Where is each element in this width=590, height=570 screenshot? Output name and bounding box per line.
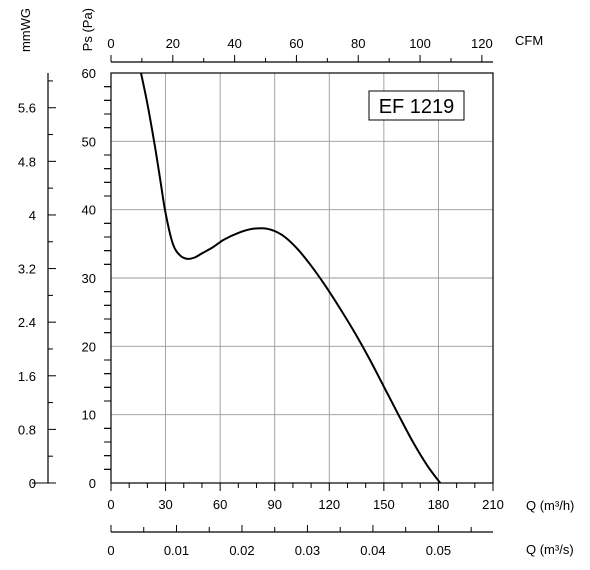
grid (111, 73, 493, 483)
model-label: EF 1219 (379, 96, 455, 118)
cfm-axis-title: CFM (515, 33, 543, 48)
q-m3h-tick-label: 90 (267, 497, 281, 512)
ps-tick-label: 40 (82, 203, 96, 218)
q-m3h-tick-label: 180 (428, 497, 450, 512)
mmwg-tick-label: 5.6 (18, 101, 36, 116)
q-m3h-tick-label: 30 (158, 497, 172, 512)
mmwg-tick-label: 2.4 (18, 315, 36, 330)
ps-tick-label: 0 (89, 476, 96, 491)
q-m3h-tick-label: 150 (373, 497, 395, 512)
q-m3s-tick-label: 0.02 (229, 543, 254, 558)
q-m3s-axis-title: Q (m³/s) (526, 542, 574, 557)
axes (32, 55, 494, 533)
cfm-tick-label: 0 (107, 36, 114, 51)
q-m3h-tick-label: 120 (318, 497, 340, 512)
q-m3h-tick-label: 210 (482, 497, 504, 512)
cfm-tick-label: 60 (289, 36, 303, 51)
model-label-box (368, 90, 465, 121)
cfm-tick-label: 100 (409, 36, 431, 51)
mmwg-axis-title: mmWG (18, 8, 33, 52)
mmwg-tick-label: 0 (29, 476, 36, 491)
mmwg-tick-label: 4 (29, 208, 36, 223)
plot-frame (110, 72, 494, 484)
ps-axis-title: Ps (Pa) (80, 8, 95, 51)
cfm-tick-label: 120 (471, 36, 493, 51)
fan-curve-line (140, 72, 442, 484)
q-m3s-tick-label: 0.04 (360, 543, 385, 558)
ps-tick-label: 50 (82, 134, 96, 149)
q-m3s-tick-label: 0.05 (426, 543, 451, 558)
q-m3s-tick-label: 0 (107, 543, 114, 558)
ps-tick-label: 60 (82, 66, 96, 81)
mmwg-tick-label: 0.8 (18, 422, 36, 437)
q-m3h-tick-label: 60 (213, 497, 227, 512)
cfm-tick-label: 20 (166, 36, 180, 51)
cfm-tick-label: 40 (227, 36, 241, 51)
mmwg-tick-label: 3.2 (18, 262, 36, 277)
q-m3h-tick-label: 0 (107, 497, 114, 512)
mmwg-tick-label: 4.8 (18, 154, 36, 169)
ps-tick-label: 30 (82, 271, 96, 286)
curve-layer (140, 72, 442, 484)
mmwg-tick-label: 1.6 (18, 369, 36, 384)
ps-tick-label: 10 (82, 408, 96, 423)
labels: 0 10 20 30 40 50 60 0 0.8 1.6 2.4 3.2 4 4.8 5.6 0 20 40 60… (18, 8, 574, 558)
ps-tick-label: 20 (82, 339, 96, 354)
q-m3h-axis-title: Q (m³/h) (526, 498, 574, 513)
cfm-tick-label: 80 (351, 36, 365, 51)
q-m3s-tick-label: 0.03 (295, 543, 320, 558)
q-m3s-tick-label: 0.01 (164, 543, 189, 558)
